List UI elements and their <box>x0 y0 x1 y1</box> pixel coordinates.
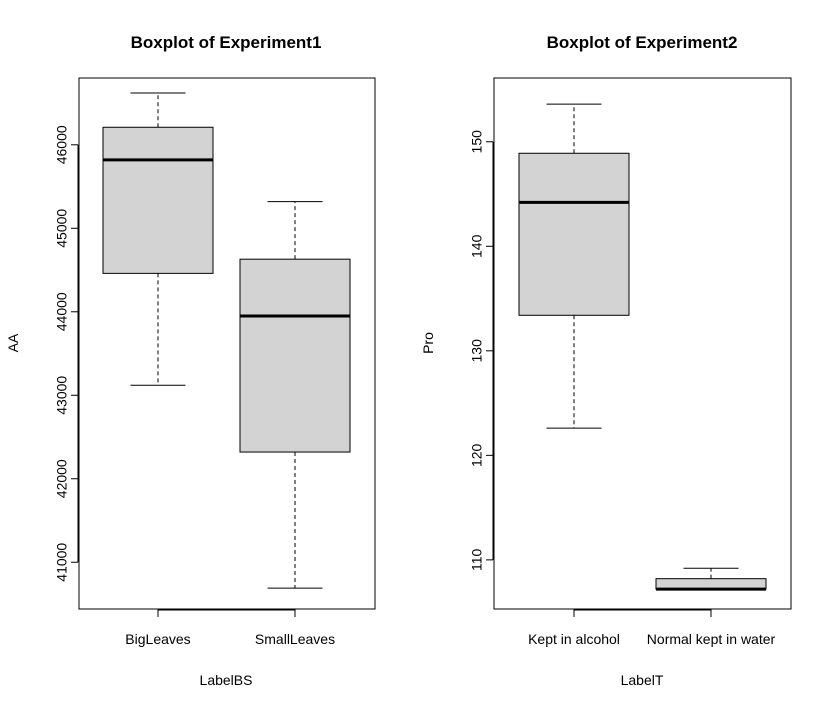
y-tick-label: 43000 <box>54 376 70 415</box>
x-tick-label: SmallLeaves <box>255 631 335 647</box>
x-tick-label: BigLeaves <box>125 631 190 647</box>
chart-title-2: Boxplot of Experiment2 <box>547 33 738 52</box>
x-axis-label-1: LabelBS <box>200 672 253 688</box>
box-2 <box>239 201 351 589</box>
y-tick-label: 42000 <box>54 459 70 498</box>
y-tick-label: 140 <box>469 234 485 258</box>
x-axis-label-2: LabelT <box>621 672 664 688</box>
y-tick-label: 44000 <box>54 292 70 331</box>
y-axis-2: 110 120 130 140 150 <box>469 130 494 572</box>
panel-experiment1: Boxplot of Experiment1 41000 42000 43000 44… <box>5 33 376 688</box>
y-axis-1: 41000 42000 43000 44000 45000 46000 <box>54 125 79 582</box>
y-tick-label: 150 <box>469 130 485 154</box>
x-axis-2: Kept in alcohol Normal kept in water <box>528 609 776 647</box>
panel-experiment2: Boxplot of Experiment2 110 120 130 140 150 K… <box>420 33 792 688</box>
y-tick-label: 120 <box>469 443 485 467</box>
iqr-box <box>518 152 630 316</box>
x-axis-1: BigLeaves SmallLeaves <box>125 609 335 647</box>
iqr-box <box>239 258 351 453</box>
y-axis-label-1: AA <box>5 333 21 352</box>
chart-title-1: Boxplot of Experiment1 <box>131 33 322 52</box>
plot-frame-1 <box>78 77 376 610</box>
box-2 <box>655 567 767 591</box>
x-tick-label: Normal kept in water <box>647 631 776 647</box>
y-tick-label: 110 <box>469 549 485 572</box>
box-1 <box>102 92 214 386</box>
y-tick-label: 130 <box>469 339 485 363</box>
plot-frame-2 <box>493 77 792 610</box>
boxes-2 <box>518 103 767 591</box>
y-tick-label: 41000 <box>54 543 70 582</box>
y-tick-label: 45000 <box>54 209 70 248</box>
y-axis-label-2: Pro <box>420 332 436 354</box>
boxes-1 <box>102 92 351 589</box>
iqr-box <box>102 126 214 274</box>
iqr-box <box>655 578 767 590</box>
box-1 <box>518 103 630 429</box>
x-tick-label: Kept in alcohol <box>528 631 620 647</box>
y-tick-label: 46000 <box>54 125 70 164</box>
